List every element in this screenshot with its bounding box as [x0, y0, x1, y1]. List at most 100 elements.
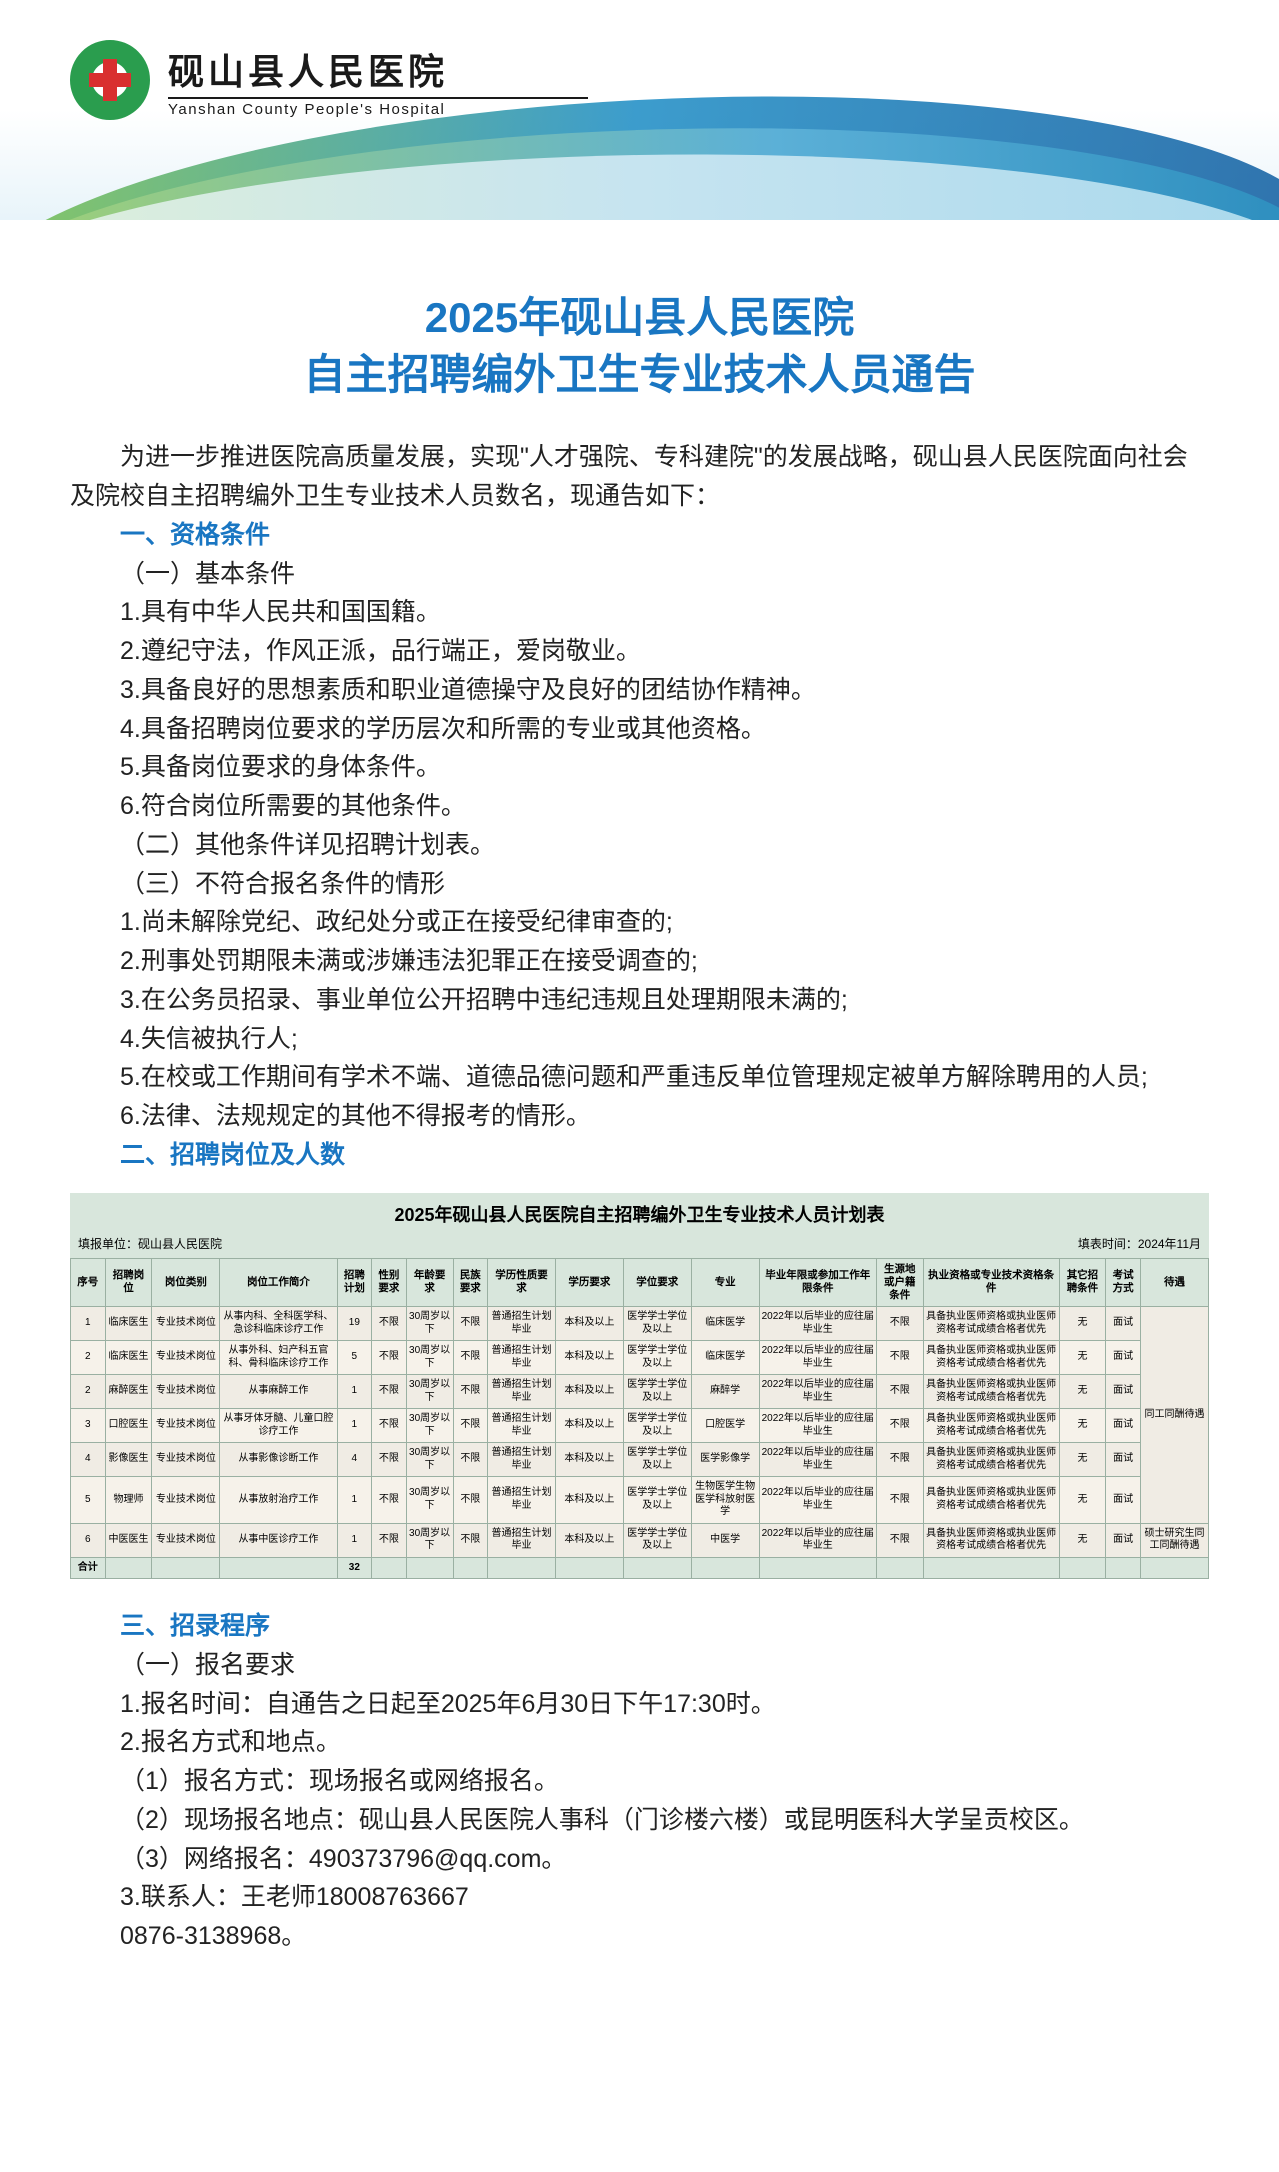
table-cell: 从事放射治疗工作 — [220, 1477, 337, 1524]
table-cell: 具备执业医师资格或执业医师资格考试成绩合格者优先 — [923, 1341, 1059, 1375]
table-cell: 5 — [71, 1477, 106, 1524]
table-cell: 不限 — [876, 1477, 923, 1524]
table-cell: 不限 — [453, 1409, 488, 1443]
section-heading: 三、招录程序 — [70, 1607, 1209, 1646]
table-cell: 4 — [337, 1443, 372, 1477]
list-item: 2.报名方式和地点。 — [70, 1723, 1209, 1762]
table-cell: 医学学士学位及以上 — [623, 1443, 691, 1477]
table-row: 1临床医生专业技术岗位从事内科、全科医学科、急诊科临床诊疗工作19不限30周岁以… — [71, 1307, 1209, 1341]
table-cell: 1 — [337, 1409, 372, 1443]
table-cell: 具备执业医师资格或执业医师资格考试成绩合格者优先 — [923, 1409, 1059, 1443]
table-cell: 医学学士学位及以上 — [623, 1409, 691, 1443]
table-cell: 不限 — [876, 1409, 923, 1443]
table-row: 3口腔医生专业技术岗位从事牙体牙髓、儿童口腔诊疗工作1不限30周岁以下不限普通招… — [71, 1409, 1209, 1443]
table-cell: 不限 — [876, 1307, 923, 1341]
table-cell: 面试 — [1106, 1443, 1141, 1477]
table-cell: 临床医学 — [691, 1307, 759, 1341]
list-item: 3.具备良好的思想素质和职业道德操守及良好的团结协作精神。 — [70, 671, 1209, 710]
table-cell: 30周岁以下 — [406, 1375, 453, 1409]
hospital-name-en: Yanshan County People's Hospital — [168, 101, 588, 118]
list-item: 1.尚未解除党纪、政纪处分或正在接受纪律审查的; — [70, 903, 1209, 942]
total-count: 32 — [337, 1557, 372, 1579]
table-cell: 物理师 — [105, 1477, 152, 1524]
table-cell: 临床医生 — [105, 1341, 152, 1375]
list-item: 1.具有中华人民共和国国籍。 — [70, 593, 1209, 632]
table-cell: 无 — [1059, 1307, 1106, 1341]
table-cell: 普通招生计划毕业 — [488, 1375, 556, 1409]
table-cell: 口腔医生 — [105, 1409, 152, 1443]
hospital-name-cn: 砚山县人民医院 — [168, 43, 588, 95]
table-header-cell: 岗位工作简介 — [220, 1258, 337, 1306]
table-row: 6中医医生专业技术岗位从事中医诊疗工作1不限30周岁以下不限普通招生计划毕业本科… — [71, 1523, 1209, 1557]
table-cell: 不限 — [876, 1375, 923, 1409]
table-cell: 19 — [337, 1307, 372, 1341]
table-cell: 面试 — [1106, 1523, 1141, 1557]
table-cell: 无 — [1059, 1375, 1106, 1409]
table-header-cell: 年龄要求 — [406, 1258, 453, 1306]
list-item: 3.联系人：王老师18008763667 — [70, 1878, 1209, 1917]
table-total-row: 合计32 — [71, 1557, 1209, 1579]
table-header-cell: 生源地或户籍条件 — [876, 1258, 923, 1306]
list-item: 4.具备招聘岗位要求的学历层次和所需的专业或其他资格。 — [70, 710, 1209, 749]
table-cell: 不限 — [453, 1307, 488, 1341]
table-header-cell: 考试方式 — [1106, 1258, 1141, 1306]
table-cell: 从事影像诊断工作 — [220, 1443, 337, 1477]
table-cell: 专业技术岗位 — [152, 1341, 220, 1375]
table-cell: 不限 — [876, 1443, 923, 1477]
table-cell: 无 — [1059, 1523, 1106, 1557]
table-cell: 2022年以后毕业的应往届毕业生 — [759, 1375, 876, 1409]
list-item: 5.在校或工作期间有学术不端、道德品德问题和严重违反单位管理规定被单方解除聘用的… — [70, 1058, 1209, 1097]
logo-row: 砚山县人民医院 Yanshan County People's Hospital — [70, 40, 588, 120]
table-cell: 中医医生 — [105, 1523, 152, 1557]
table-cell: 30周岁以下 — [406, 1443, 453, 1477]
table-cell: 医学学士学位及以上 — [623, 1523, 691, 1557]
table-cell: 具备执业医师资格或执业医师资格考试成绩合格者优先 — [923, 1523, 1059, 1557]
table-cell: 不限 — [372, 1477, 407, 1524]
table-cell: 3 — [71, 1409, 106, 1443]
announcement-title: 2025年砚山县人民医院 自主招聘编外卫生专业技术人员通告 — [70, 290, 1209, 403]
table-cell: 2022年以后毕业的应往届毕业生 — [759, 1523, 876, 1557]
table-cell: 1 — [337, 1477, 372, 1524]
hospital-name-block: 砚山县人民医院 Yanshan County People's Hospital — [168, 43, 588, 118]
table-cell: 临床医生 — [105, 1307, 152, 1341]
table-cell: 2 — [71, 1341, 106, 1375]
table-cell: 面试 — [1106, 1341, 1141, 1375]
table-cell: 不限 — [372, 1409, 407, 1443]
table-filler-unit: 填报单位：砚山县人民医院 — [78, 1235, 1078, 1252]
table-cell: 普通招生计划毕业 — [488, 1341, 556, 1375]
table-cell: 1 — [337, 1523, 372, 1557]
table-cell: 6 — [71, 1523, 106, 1557]
table-cell: 专业技术岗位 — [152, 1523, 220, 1557]
list-item: 2.刑事处罚期限未满或涉嫌违法犯罪正在接受调查的; — [70, 942, 1209, 981]
table-cell: 从事外科、妇产科五官科、骨科临床诊疗工作 — [220, 1341, 337, 1375]
table-meta: 填报单位：砚山县人民医院 填表时间：2024年11月 — [70, 1231, 1209, 1258]
intro-paragraph: 为进一步推进医院高质量发展，实现"人才强院、专科建院"的发展战略，砚山县人民医院… — [70, 438, 1209, 516]
table-header-cell: 性别要求 — [372, 1258, 407, 1306]
hospital-logo-icon — [70, 40, 150, 120]
list-item: 1.报名时间：自通告之日起至2025年6月30日下午17:30时。 — [70, 1685, 1209, 1724]
subsection-title: （一）报名要求 — [70, 1646, 1209, 1685]
table-cell: 不限 — [876, 1523, 923, 1557]
table-cell: 临床医学 — [691, 1341, 759, 1375]
table-cell: 本科及以上 — [555, 1523, 623, 1557]
table-cell: 本科及以上 — [555, 1477, 623, 1524]
table-cell: 本科及以上 — [555, 1409, 623, 1443]
table-cell: 普通招生计划毕业 — [488, 1443, 556, 1477]
table-cell: 30周岁以下 — [406, 1477, 453, 1524]
table-cell: 不限 — [372, 1341, 407, 1375]
table-cell: 医学影像学 — [691, 1443, 759, 1477]
table-cell: 专业技术岗位 — [152, 1375, 220, 1409]
table-header-cell: 执业资格或专业技术资格条件 — [923, 1258, 1059, 1306]
table-header-cell: 学历性质要求 — [488, 1258, 556, 1306]
table-cell: 专业技术岗位 — [152, 1443, 220, 1477]
table-cell: 不限 — [453, 1443, 488, 1477]
table-cell: 从事牙体牙髓、儿童口腔诊疗工作 — [220, 1409, 337, 1443]
title-line: 2025年砚山县人民医院 — [70, 290, 1209, 347]
table-header-cell: 待遇 — [1140, 1258, 1208, 1306]
table-header-cell: 毕业年限或参加工作年限条件 — [759, 1258, 876, 1306]
table-cell: 不限 — [876, 1341, 923, 1375]
table-cell: 30周岁以下 — [406, 1307, 453, 1341]
list-item: （1）报名方式：现场报名或网络报名。 — [70, 1762, 1209, 1801]
table-cell: 2022年以后毕业的应往届毕业生 — [759, 1307, 876, 1341]
list-item: 4.失信被执行人; — [70, 1020, 1209, 1059]
